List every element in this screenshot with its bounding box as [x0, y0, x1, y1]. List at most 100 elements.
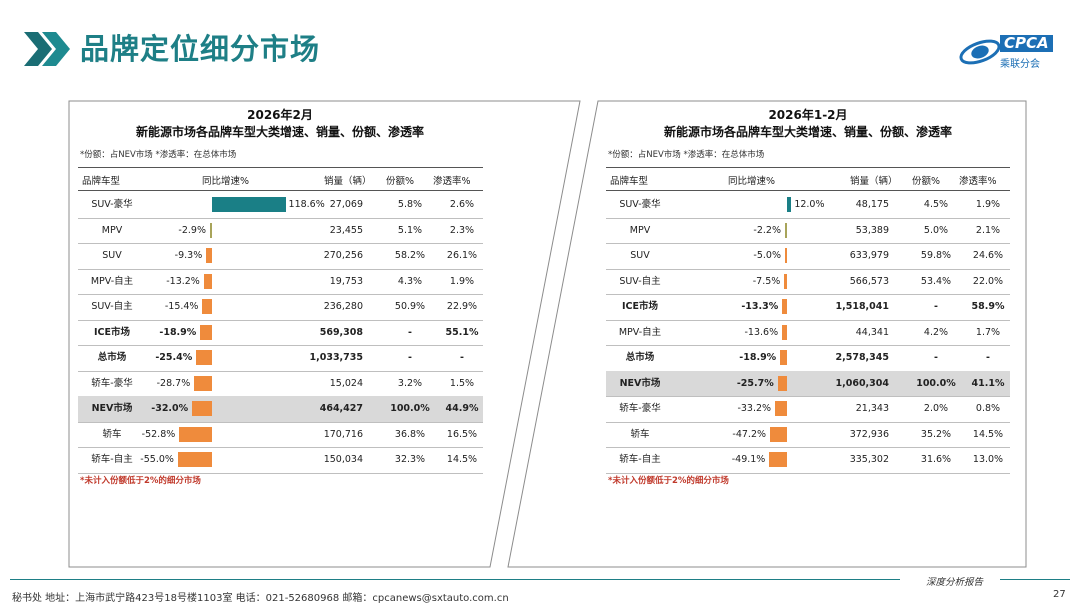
segment-label: 轿车-豪华 [91, 377, 133, 389]
sales-value: 2,578,345 [835, 352, 890, 363]
table-row: 总市场 -18.9% 2,578,345 - - [606, 345, 1010, 372]
yoy-bar [206, 248, 212, 263]
yoy-label: -28.7% [156, 377, 191, 389]
yoy-bar [785, 222, 787, 238]
penetration-value: - [460, 352, 464, 363]
yoy-label: 118.6% [288, 199, 325, 210]
sales-value: 15,024 [329, 377, 363, 389]
share-value: 5.8% [397, 199, 423, 210]
share-value: 4.5% [923, 199, 949, 210]
table-row: SUV -5.0% 633,979 59.8% 24.6% [606, 243, 1010, 270]
panel-title-line2: 新能源市场各品牌车型大类增速、销量、份额、渗透率 [663, 125, 952, 139]
segment-label: 总市场 [97, 352, 127, 363]
table-row: 轿车 -52.8% 170,716 36.8% 16.5% [78, 422, 483, 448]
header-bottom-rule [606, 190, 1010, 191]
penetration-value: 13.0% [972, 454, 1004, 465]
penetration-value: 44.9% [445, 403, 479, 414]
table-row: 总市场 -25.4% 1,033,735 - - [78, 345, 483, 372]
table-row: SUV-自主 -7.5% 566,573 53.4% 22.0% [606, 269, 1010, 295]
yoy-label: -9.3% [174, 250, 203, 261]
panel-title-line1: 2026年2月 [247, 108, 313, 122]
sales-value: 1,060,304 [835, 377, 890, 389]
logo-subtitle: 乘联分会 [1000, 59, 1040, 70]
segment-label: 轿车 [630, 428, 650, 440]
segment-label: MPV [101, 224, 123, 236]
header-pen: 渗透率% [959, 176, 997, 187]
yoy-bar [785, 248, 787, 263]
sales-value: 236,280 [323, 301, 363, 312]
table-row: 轿车-自主 -49.1% 335,302 31.6% 13.0% [606, 447, 1010, 474]
share-value: - [934, 301, 938, 312]
yoy-bar [782, 299, 787, 314]
share-value: 4.2% [923, 326, 949, 338]
yoy-label: -52.8% [141, 428, 176, 440]
yoy-bar [202, 299, 212, 314]
share-value: 100.0% [390, 403, 430, 414]
segment-label: MPV-自主 [90, 275, 134, 287]
yoy-label: -47.2% [732, 428, 767, 440]
table-row: NEV市场 -32.0% 464,427 100.0% 44.9% [78, 396, 483, 423]
yoy-label: -18.9% [159, 326, 197, 338]
header-pen: 渗透率% [433, 176, 471, 187]
share-value: 100.0% [916, 377, 956, 389]
sales-value: 27,069 [329, 199, 363, 210]
table-row: ICE市场 -13.3% 1,518,041 - 58.9% [606, 294, 1010, 321]
yoy-label: -2.2% [753, 224, 781, 236]
penetration-value: 1.9% [975, 199, 1001, 210]
footer-rule [10, 579, 900, 580]
segment-label: NEV市场 [619, 377, 661, 389]
penetration-value: 22.0% [972, 275, 1004, 287]
header-share: 份额% [386, 176, 415, 187]
table-row: 轿车 -47.2% 372,936 35.2% 14.5% [606, 422, 1010, 448]
panel-note: *份额：占NEV市场 *渗透率：在总体市场 [80, 150, 237, 160]
yoy-bar [782, 324, 787, 340]
table-row: MPV-自主 -13.2% 19,753 4.3% 1.9% [78, 269, 483, 295]
sales-value: 44,341 [855, 326, 889, 338]
penetration-value: 14.5% [972, 428, 1004, 440]
sales-value: 1,033,735 [309, 352, 364, 363]
cpca-logo-icon [959, 39, 1001, 65]
segment-label: SUV-豪华 [91, 199, 133, 210]
share-value: - [934, 352, 938, 363]
panel-title-line2: 新能源市场各品牌车型大类增速、销量、份额、渗透率 [135, 125, 424, 139]
sales-value: 170,716 [323, 428, 363, 440]
table-row: NEV市场 -25.7% 1,060,304 100.0% 41.1% [606, 370, 1010, 397]
share-value: 53.4% [920, 275, 952, 287]
table-row: SUV -9.3% 270,256 58.2% 26.1% [78, 243, 483, 270]
yoy-label: -13.2% [166, 275, 200, 287]
penetration-value: 41.1% [971, 377, 1005, 389]
yoy-label: -33.2% [737, 403, 772, 414]
share-value: 32.3% [394, 454, 426, 465]
sales-value: 566,573 [849, 275, 889, 287]
sales-value: 150,034 [323, 454, 363, 465]
segment-label: MPV-自主 [618, 326, 662, 338]
segment-label: MPV [629, 224, 651, 236]
yoy-bar [769, 452, 787, 467]
footnote: *未计入份额低于2%的细分市场 [80, 476, 201, 486]
segment-label: ICE市场 [94, 326, 130, 338]
share-value: 59.8% [920, 250, 952, 261]
table-row: 轿车-自主 -55.0% 150,034 32.3% 14.5% [78, 447, 483, 474]
segment-label: 总市场 [625, 352, 655, 363]
sales-value: 464,427 [319, 403, 363, 414]
yoy-label: -49.1% [731, 454, 766, 465]
share-value: 31.6% [920, 454, 952, 465]
yoy-bar [775, 401, 787, 416]
penetration-value: 0.8% [975, 403, 1001, 414]
penetration-value: 1.7% [975, 326, 1001, 338]
sales-value: 270,256 [323, 250, 363, 261]
segment-label: SUV-自主 [619, 275, 661, 287]
yoy-bar [194, 375, 212, 391]
segment-label: 轿车-自主 [91, 454, 133, 465]
share-value: 4.3% [397, 275, 423, 287]
sales-value: 335,302 [849, 454, 889, 465]
yoy-bar [177, 452, 212, 467]
segment-label: 轿车-自主 [619, 454, 661, 465]
share-value: 58.2% [394, 250, 426, 261]
yoy-label: -25.4% [155, 352, 193, 363]
header-top-rule [606, 167, 1010, 168]
share-value: 5.1% [397, 224, 423, 236]
segment-label: ICE市场 [622, 301, 658, 312]
table-row: 轿车-豪华 -28.7% 15,024 3.2% 1.5% [78, 371, 483, 397]
penetration-value: 26.1% [446, 250, 478, 261]
